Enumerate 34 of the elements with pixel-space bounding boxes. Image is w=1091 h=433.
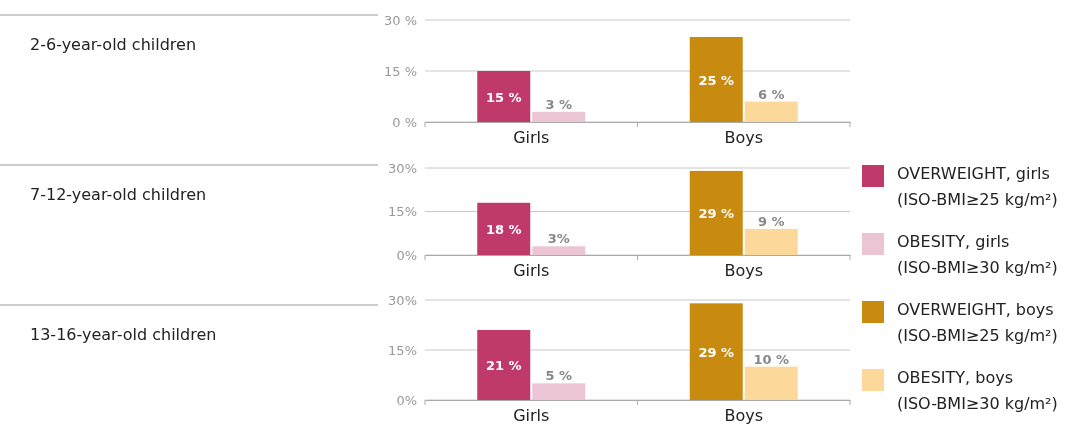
data-label: 29 % [698,344,735,360]
data-label: 21 % [485,358,522,373]
data-label: 9 % [757,213,785,229]
y-tick-label: 15% [388,204,417,220]
legend-label: OVERWEIGHT, boys (ISO-BMI≥25 kg/m²) [897,300,1058,345]
y-tick-label: 0% [396,392,417,408]
x-tick-label: Boys [724,128,764,148]
y-tick-label: 15 % [383,63,417,79]
x-tick-label: Boys [724,406,764,426]
legend-label: OBESITY, boys (ISO-BMI≥30 kg/m²) [897,368,1058,413]
y-tick-label: 30% [388,160,417,176]
legend-label: OVERWEIGHT, girls (ISO-BMI≥25 kg/m²) [897,164,1058,209]
x-tick-label: Girls [513,128,550,148]
data-label: 15 % [485,89,522,105]
data-label: 5 % [545,368,573,384]
data-label: 25 % [698,72,735,88]
y-tick-label: 30 % [383,12,417,28]
data-label: 6 % [757,86,785,102]
y-tick-label: 30% [388,292,417,308]
y-tick-label: 15% [388,342,417,358]
y-axis-title: 7-12-year-old children [30,185,207,204]
data-label: 3% [547,231,570,247]
data-label: 18 % [485,221,522,237]
data-label: 10 % [753,351,790,367]
data-label: 3 % [545,96,573,112]
data-label: 29 % [698,205,735,221]
legend-label: OBESITY, girls (ISO-BMI≥30 kg/m²) [897,232,1058,277]
y-axis-title: 13-16-year-old children [30,325,217,344]
y-tick-label: 0% [396,247,417,263]
y-tick-label: 0 % [392,114,417,130]
y-axis-title: 2-6-year-old children [30,35,197,54]
x-tick-label: Girls [513,406,550,426]
x-tick-label: Girls [513,261,550,281]
x-tick-label: Boys [724,261,764,281]
